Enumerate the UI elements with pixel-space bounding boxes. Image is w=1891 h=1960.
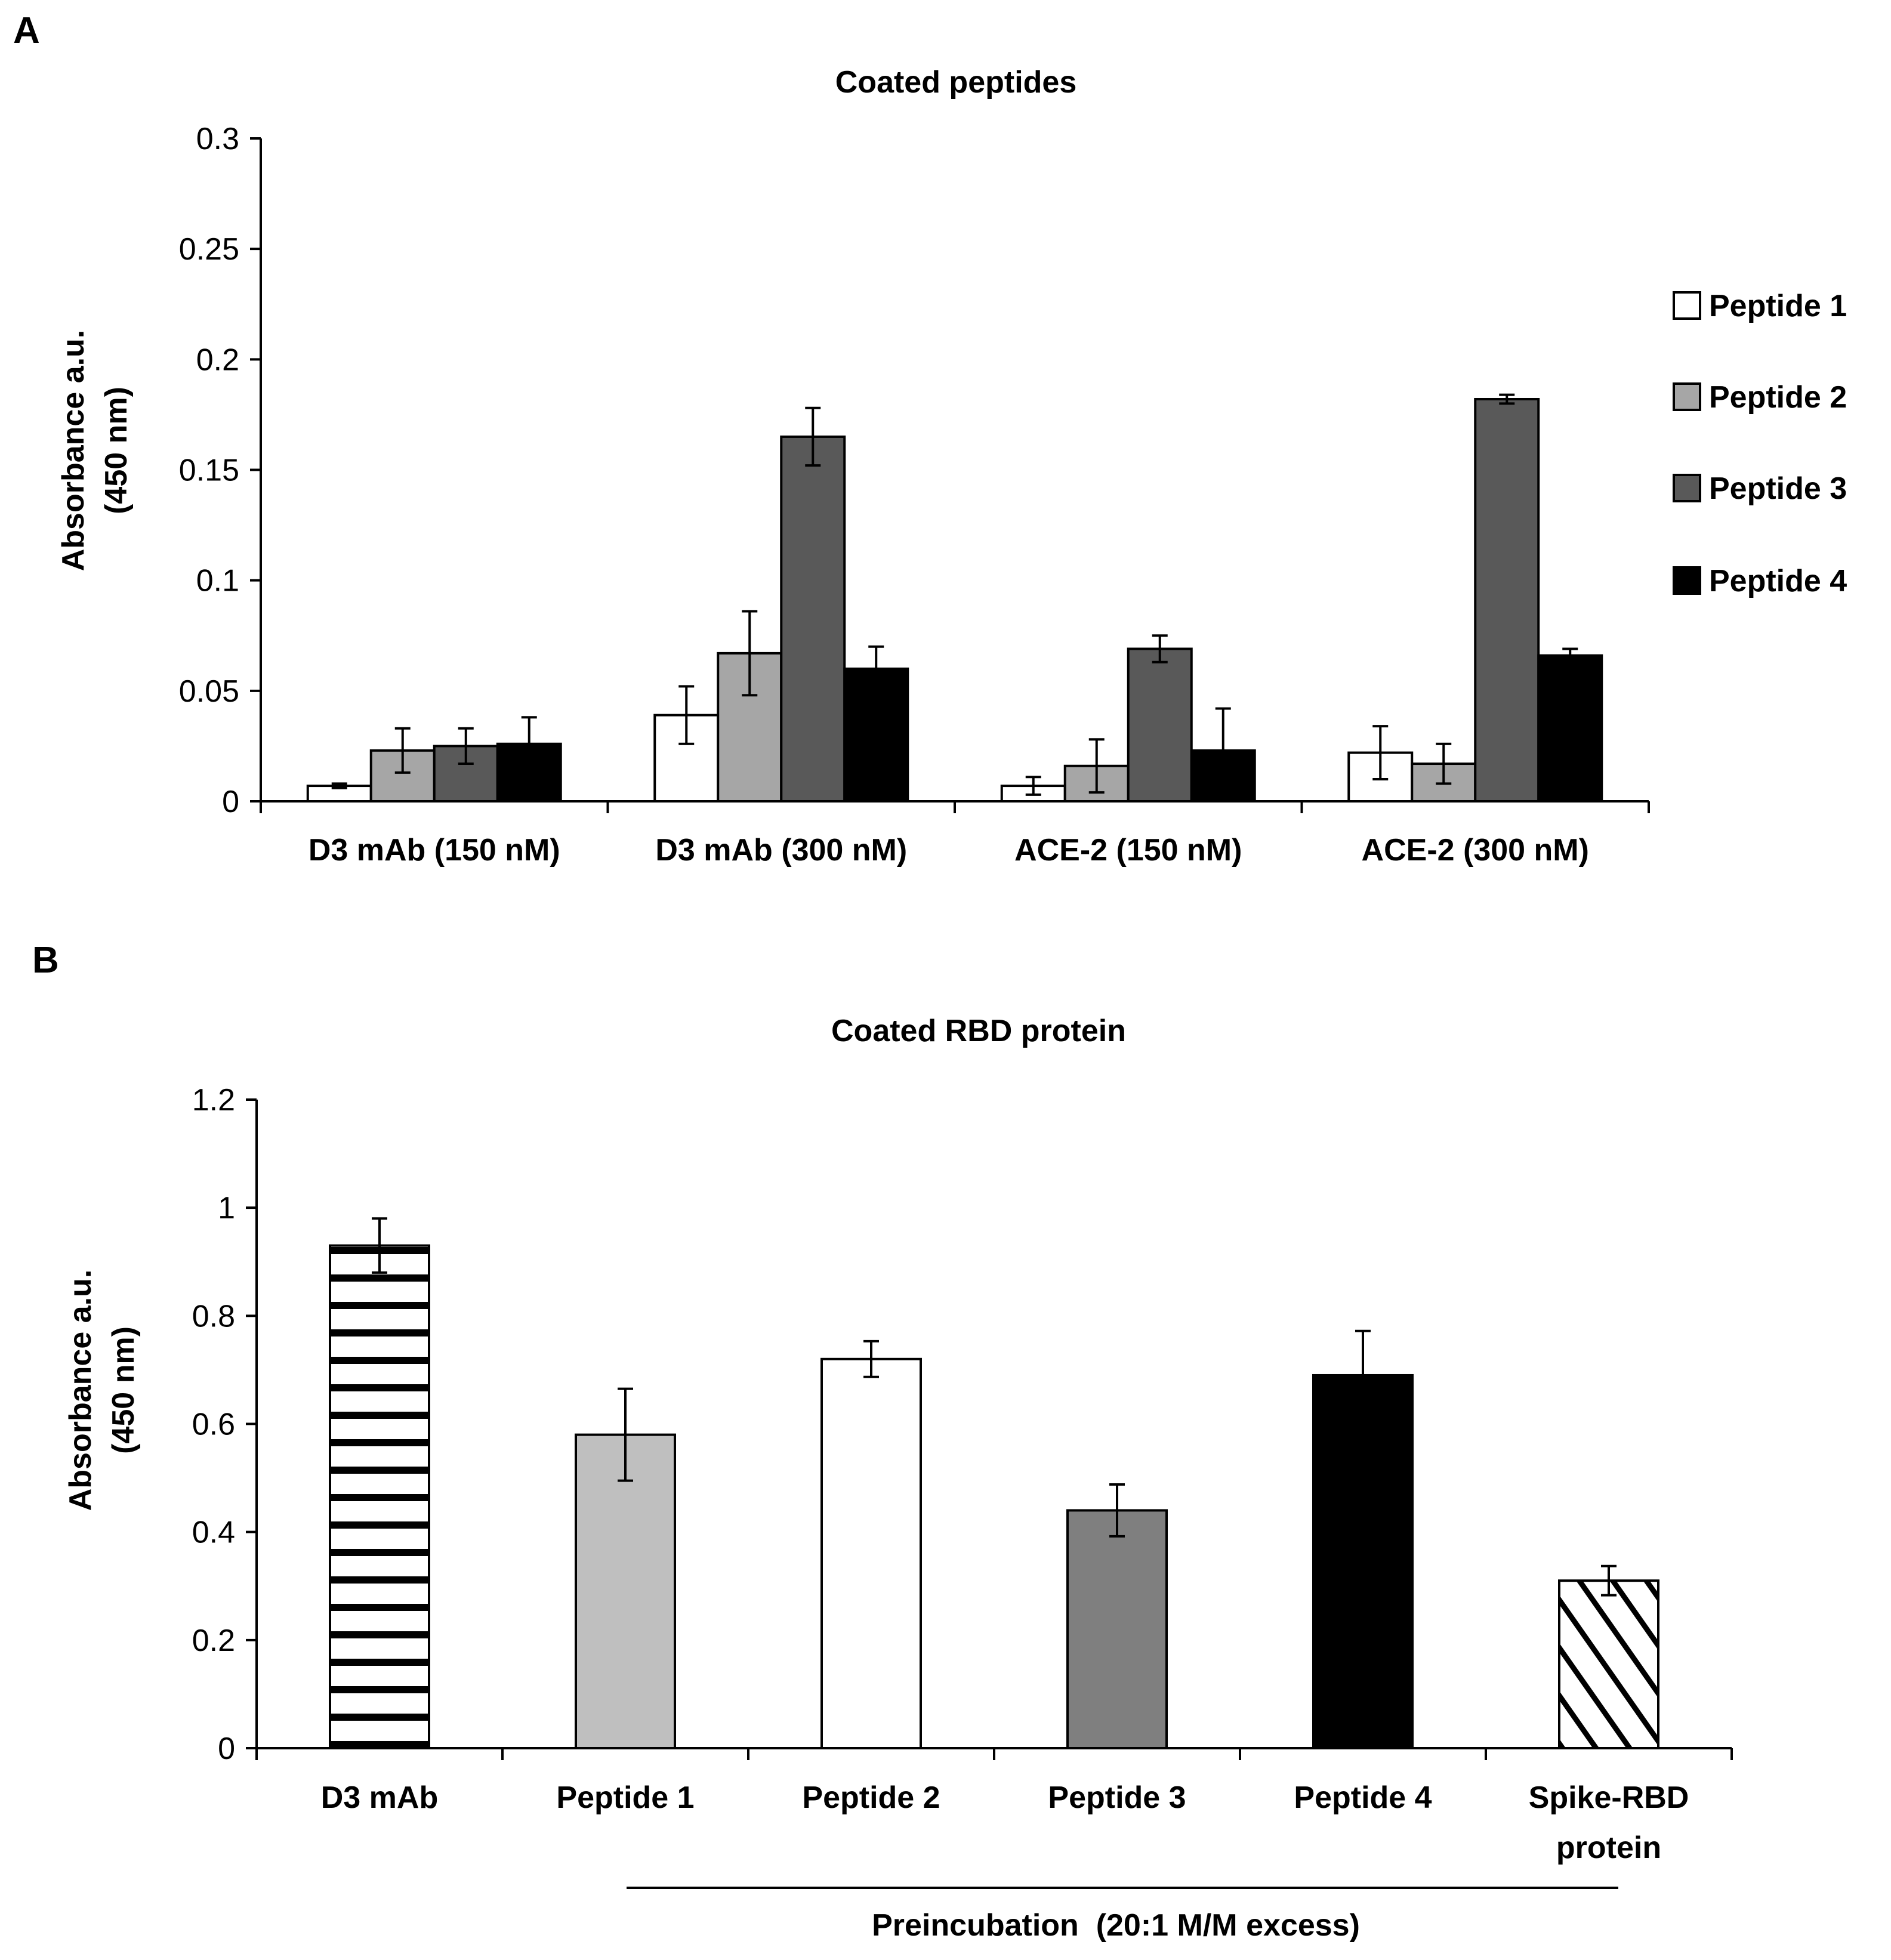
chart-b-y-axis-title-line2: (450 nm): [106, 1326, 141, 1454]
chart-b-category-label: Peptide 4: [1294, 1780, 1432, 1815]
chart-b-category-label: Spike-RBD: [1529, 1780, 1689, 1815]
chart-b-category-label: D3 mAb: [321, 1780, 438, 1815]
chart-b-bar: [1558, 1579, 1659, 1749]
chart-b-category-label: Peptide 3: [1048, 1780, 1186, 1815]
chart-a-category-label: ACE-2 (150 nM): [1014, 833, 1242, 868]
chart-a-category-label: D3 mAb (150 nM): [309, 833, 560, 868]
chart-a-category-label: D3 mAb (300 nM): [655, 833, 907, 868]
chart-a-bar: [1474, 397, 1540, 802]
chart-a-y-tick-label: 0.05: [179, 674, 239, 709]
chart-a-y-tick-label: 0.25: [179, 232, 239, 267]
chart-a-y-axis-title-line1: Absorbance a.u.: [56, 330, 91, 572]
legend-swatch-peptide-3: [1673, 474, 1701, 502]
chart-a-y-axis-title-line2: (450 nm): [99, 387, 134, 514]
chart-a-y-tick-label: 0.15: [179, 453, 239, 488]
chart-b-category-label: Peptide 1: [556, 1780, 694, 1815]
chart-b-title: Coated RBD protein: [831, 1014, 1126, 1048]
chart-a-bar: [1537, 654, 1603, 802]
chart-b-bar: [575, 1433, 676, 1750]
chart-b-bar: [1066, 1509, 1168, 1750]
chart-a-category-label: ACE-2 (300 nM): [1362, 833, 1589, 868]
chart-b-y-tick-label: 0: [218, 1731, 235, 1766]
legend-label-peptide-1: Peptide 1: [1709, 289, 1847, 323]
chart-b-bar: [820, 1357, 922, 1750]
legend-label-peptide-3: Peptide 3: [1709, 471, 1847, 506]
chart-a-y-tick-label: 0.1: [196, 564, 239, 598]
chart-b-category-label: Peptide 2: [802, 1780, 940, 1815]
chart-b-preincubation-label: Preincubation (20:1 M/M excess): [872, 1908, 1360, 1943]
legend-label-peptide-4: Peptide 4: [1709, 564, 1847, 598]
chart-b-y-tick-label: 0.2: [192, 1623, 235, 1658]
chart-a-y-tick-label: 0.3: [196, 122, 239, 156]
chart-a-y-tick-label: 0: [222, 785, 239, 819]
chart-b-y-tick-label: 0.8: [192, 1299, 235, 1334]
chart-b-y-axis-title-line1: Absorbance a.u.: [63, 1270, 98, 1511]
chart-b-bar: [329, 1244, 430, 1749]
chart-b-y-tick-label: 1: [218, 1191, 235, 1226]
chart-b-y-tick-label: 1.2: [192, 1083, 235, 1118]
chart-b-y-tick-label: 0.4: [192, 1515, 235, 1550]
legend-swatch-peptide-2: [1673, 382, 1701, 411]
chart-b-category-label: protein: [1556, 1831, 1661, 1865]
chart-b-y-tick-label: 0.6: [192, 1408, 235, 1442]
chart-a-bar: [780, 435, 846, 802]
chart-a-bar: [1127, 647, 1193, 802]
chart-b-coated-rbd-protein: Coated RBD protein Absorbance a.u. (450 …: [63, 1014, 1733, 1943]
chart-a-title: Coated peptides: [835, 65, 1077, 100]
chart-a-coated-peptides: Coated peptides Absorbance a.u. (450 nm)…: [56, 65, 1847, 868]
chart-b-bar: [1312, 1373, 1414, 1750]
legend-swatch-peptide-1: [1673, 291, 1701, 320]
panel-letter-a: A: [13, 10, 40, 51]
chart-a-y-tick-label: 0.2: [196, 342, 239, 377]
panel-letter-b: B: [32, 940, 59, 981]
legend-label-peptide-2: Peptide 2: [1709, 380, 1847, 415]
legend-swatch-peptide-4: [1673, 566, 1701, 595]
